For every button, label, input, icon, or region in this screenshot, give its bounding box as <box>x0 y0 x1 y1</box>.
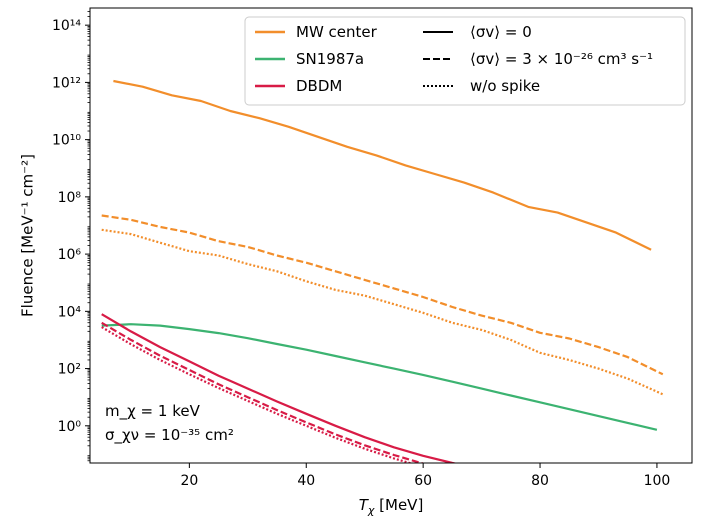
series-sn1987a-solid <box>101 323 658 431</box>
legend: MW center SN1987a DBDM ⟨σv⟩ = 0 ⟨σv⟩ = 3… <box>244 16 686 106</box>
x-tick-label-60: 60 <box>414 473 432 489</box>
x-tick-label-20: 20 <box>180 473 198 489</box>
y-tick-label-0: 10⁰ <box>58 419 82 435</box>
y-tick-label-2: 10² <box>58 362 81 378</box>
legend-box <box>244 16 686 106</box>
y-tick-label-14: 10¹⁴ <box>52 18 81 34</box>
series-dbdm-dotted <box>101 326 414 463</box>
annotation-mass: m_χ = 1 keV <box>105 402 201 421</box>
legend-label-dashed: ⟨σv⟩ = 3 × 10⁻²⁶ cm³ s⁻¹ <box>470 50 653 68</box>
legend-label-solid: ⟨σv⟩ = 0 <box>470 23 532 41</box>
x-tick-label-40: 40 <box>297 473 315 489</box>
x-tick-label-80: 80 <box>531 473 549 489</box>
plot-frame <box>89 7 693 464</box>
legend-label-dbdm: DBDM <box>296 77 342 95</box>
series-dbdm-dashed <box>101 321 426 463</box>
series-dbdm-solid <box>101 313 458 463</box>
y-tick-label-4: 10⁴ <box>58 304 82 320</box>
legend-label-mw-center: MW center <box>296 23 378 41</box>
legend-label-sn1987a: SN1987a <box>296 50 364 68</box>
y-tick-label-10: 10¹⁰ <box>52 133 81 149</box>
legend-label-dotted: w/o spike <box>470 77 540 95</box>
series-mw-center-solid <box>113 79 652 251</box>
annotation-cross-section: σ_χν = 10⁻³⁵ cm² <box>105 426 234 445</box>
y-axis-title: Fluence [MeV⁻¹ cm⁻²] <box>19 154 37 317</box>
x-tick-label-100: 100 <box>644 473 671 489</box>
y-tick-label-12: 10¹² <box>52 75 81 91</box>
series-mw-center-dashed <box>101 214 664 376</box>
y-tick-label-6: 10⁶ <box>58 247 82 263</box>
y-tick-label-8: 10⁸ <box>58 190 82 206</box>
series-mw-center-dotted <box>101 228 664 396</box>
x-axis-title: Tχ [MeV] <box>359 496 424 517</box>
